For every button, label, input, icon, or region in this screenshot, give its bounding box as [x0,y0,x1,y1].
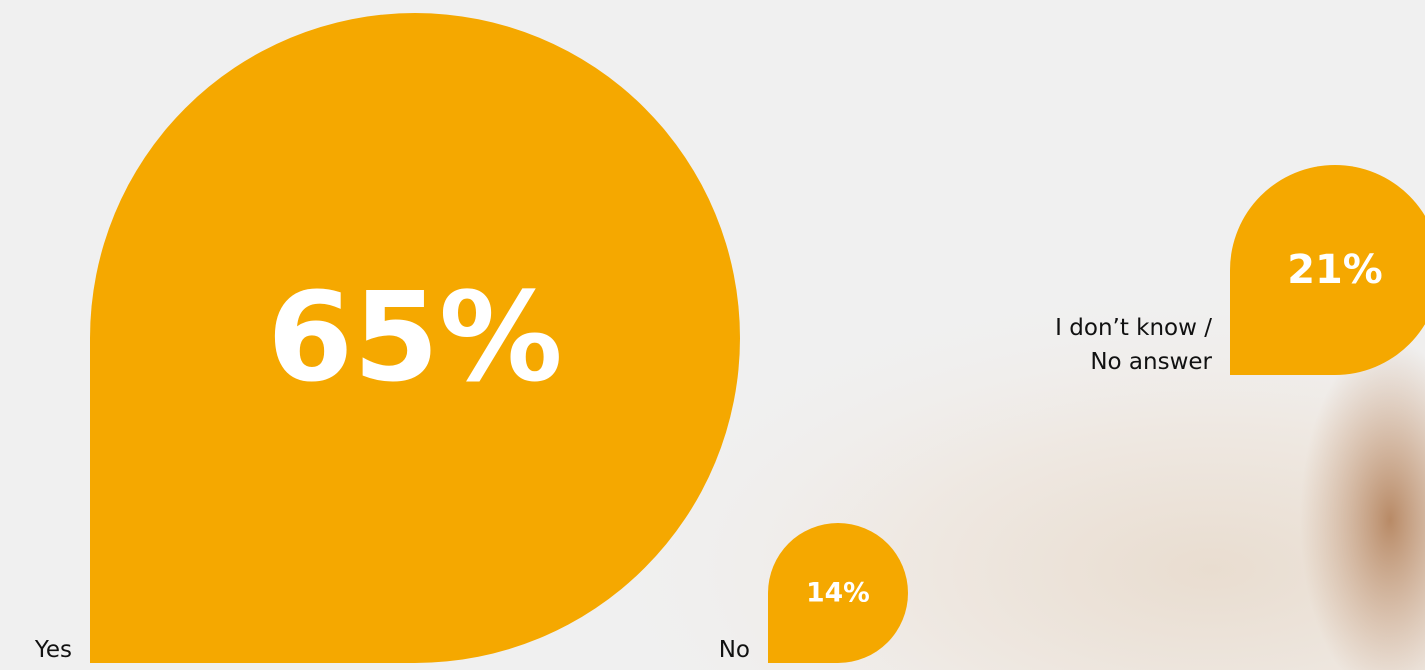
value-label: 65% [267,266,563,410]
value-label: 14% [806,578,870,609]
category-label: Yes [34,637,72,663]
category-label: I don’t know / No answer [1055,315,1212,375]
category-label: No [718,637,750,663]
drop-mark [768,523,908,663]
value-label: 21% [1287,247,1382,293]
drop-mark [1230,165,1425,375]
drop-mark [90,13,740,663]
